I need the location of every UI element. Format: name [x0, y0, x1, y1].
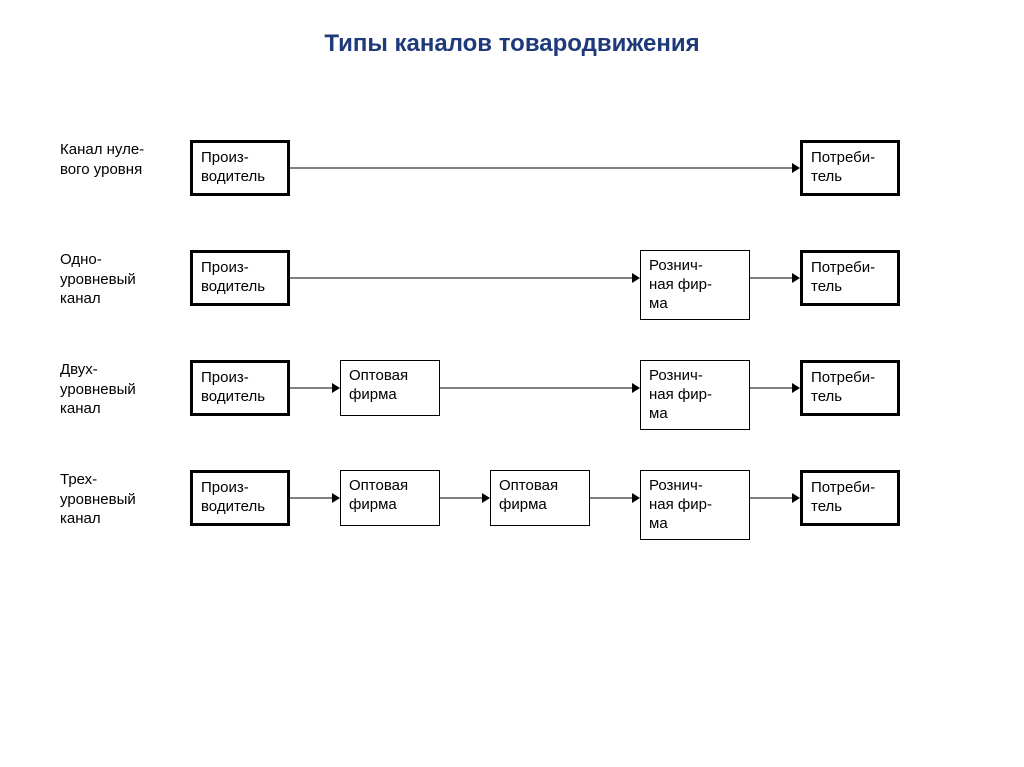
flow-box: Потреби-тель	[800, 250, 900, 306]
flow-box: Рознич-ная фир-ма	[640, 250, 750, 320]
arrow	[290, 162, 800, 174]
channel-row-2: Двух-уровневыйканалПроиз-водитель Оптовая…	[60, 360, 980, 440]
arrow	[750, 492, 800, 504]
flow-box: Рознич-ная фир-ма	[640, 360, 750, 430]
flow-box: Произ-водитель	[190, 470, 290, 526]
flow-box: Произ-водитель	[190, 140, 290, 196]
row-label: Двух-уровневыйканал	[60, 360, 180, 419]
flow-diagram: Канал нуле-вого уровня Произ-водитель Потр…	[60, 140, 980, 580]
flow-box: Потреби-тель	[800, 140, 900, 196]
channel-row-1: Одно-уровневыйканалПроиз-водитель Рознич-…	[60, 250, 980, 330]
flow-box: Произ-водитель	[190, 250, 290, 306]
flow-box: Потреби-тель	[800, 470, 900, 526]
arrow	[440, 382, 640, 394]
row-label: Канал нуле-вого уровня	[60, 140, 180, 179]
channel-row-3: Трех-уровневыйканалПроиз-водитель Оптовая…	[60, 470, 980, 550]
row-label: Трех-уровневыйканал	[60, 470, 180, 529]
arrow	[750, 382, 800, 394]
flow-box: Оптоваяфирма	[340, 470, 440, 526]
row-label: Одно-уровневыйканал	[60, 250, 180, 309]
arrow	[290, 382, 340, 394]
channel-row-0: Канал нуле-вого уровня Произ-водитель Потр…	[60, 140, 980, 220]
flow-box: Произ-водитель	[190, 360, 290, 416]
flow-box: Потреби-тель	[800, 360, 900, 416]
arrow	[590, 492, 640, 504]
flow-box: Рознич-ная фир-ма	[640, 470, 750, 540]
page-title: Типы каналов товародвижения	[0, 0, 1024, 58]
flow-box: Оптоваяфирма	[340, 360, 440, 416]
flow-box: Оптоваяфирма	[490, 470, 590, 526]
arrow	[750, 272, 800, 284]
arrow	[290, 492, 340, 504]
arrow	[440, 492, 490, 504]
arrow	[290, 272, 640, 284]
